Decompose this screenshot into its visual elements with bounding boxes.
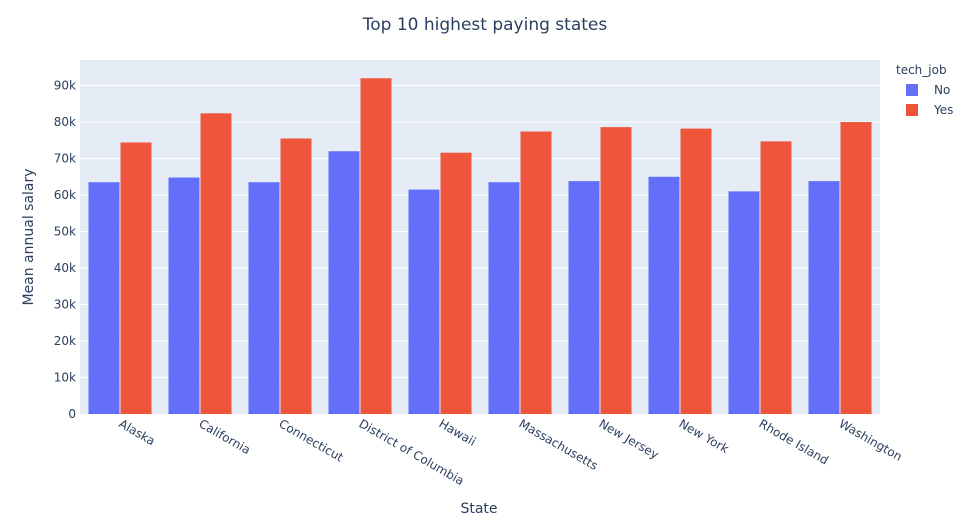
y-tick-label: 30k xyxy=(54,298,76,312)
bar-yes[interactable] xyxy=(200,113,232,414)
x-tick-label: New Jersey xyxy=(597,416,662,461)
y-tick-label: 50k xyxy=(54,225,76,239)
bar-yes[interactable] xyxy=(440,152,472,415)
bar-yes[interactable] xyxy=(600,127,632,414)
bar-no[interactable] xyxy=(808,181,840,414)
y-axis-title: Mean annual salary xyxy=(21,168,37,305)
bar-no[interactable] xyxy=(248,182,280,414)
x-axis-ticks: Alaska California Connecticut District of C… xyxy=(117,416,905,488)
bar-no[interactable] xyxy=(328,151,360,414)
bar-yes[interactable] xyxy=(120,142,152,415)
bar-no[interactable] xyxy=(648,176,680,414)
plot-area-background xyxy=(80,60,880,414)
x-tick-label: New York xyxy=(677,416,732,456)
legend-swatch-no[interactable] xyxy=(906,84,918,96)
y-tick-label: 40k xyxy=(54,261,76,275)
legend-label-no[interactable]: No xyxy=(934,83,950,97)
x-tick-label: Connecticut xyxy=(277,416,346,464)
x-tick-label: Alaska xyxy=(117,416,158,448)
x-tick-label: Massachusetts xyxy=(517,416,601,472)
x-tick-label: Rhode Island xyxy=(757,416,831,467)
legend-swatch-yes[interactable] xyxy=(906,104,918,116)
bar-no[interactable] xyxy=(568,181,600,414)
y-tick-label: 70k xyxy=(54,152,76,166)
y-tick-label: 60k xyxy=(54,188,76,202)
legend-title: tech_job xyxy=(896,63,947,77)
x-tick-label: California xyxy=(197,416,253,457)
bar-no[interactable] xyxy=(88,182,120,414)
bar-no[interactable] xyxy=(408,189,440,414)
x-tick-label: Hawaii xyxy=(437,416,479,448)
bar-yes[interactable] xyxy=(840,122,872,415)
bar-yes[interactable] xyxy=(280,138,312,414)
y-tick-label: 10k xyxy=(54,371,76,385)
bar-yes[interactable] xyxy=(680,128,712,415)
x-tick-label: Washington xyxy=(837,416,905,463)
bar-no[interactable] xyxy=(488,182,520,414)
y-tick-label: 90k xyxy=(54,79,76,93)
y-axis-ticks: 0 10k 20k 30k 40k 50k 60k 70k 80k 90k xyxy=(54,79,76,421)
x-axis-title: State xyxy=(460,501,497,517)
y-tick-label: 80k xyxy=(54,115,76,129)
bar-yes[interactable] xyxy=(760,141,792,415)
y-tick-label: 0 xyxy=(68,407,76,421)
y-tick-label: 20k xyxy=(54,334,76,348)
legend-label-yes[interactable]: Yes xyxy=(933,103,953,117)
bar-yes[interactable] xyxy=(360,78,392,414)
bar-no[interactable] xyxy=(728,191,760,414)
legend: tech_job No Yes xyxy=(896,63,953,117)
bar-yes[interactable] xyxy=(520,131,552,414)
chart-title: Top 10 highest paying states xyxy=(362,15,608,35)
legend-items: No Yes xyxy=(906,83,953,117)
bar-no[interactable] xyxy=(168,177,200,414)
bars xyxy=(88,78,872,415)
